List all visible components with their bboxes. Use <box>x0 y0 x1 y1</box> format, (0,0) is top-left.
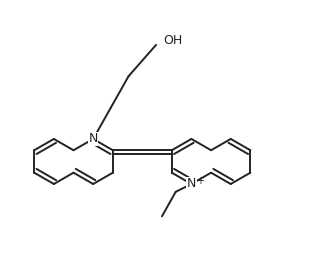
Text: N: N <box>187 178 196 190</box>
Text: +: + <box>196 176 204 186</box>
Text: N: N <box>88 132 98 146</box>
Text: OH: OH <box>163 33 182 47</box>
